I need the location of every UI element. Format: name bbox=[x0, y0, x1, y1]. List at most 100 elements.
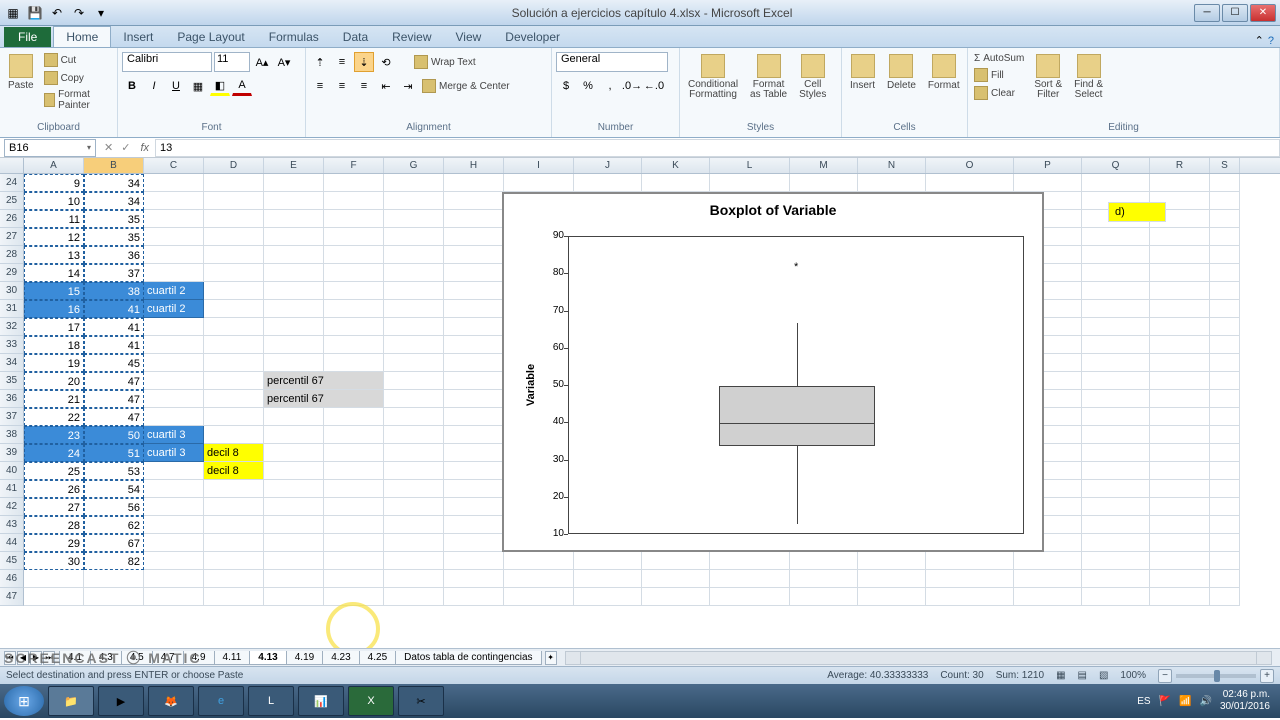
cell-S28[interactable] bbox=[1210, 246, 1240, 264]
cell-D39[interactable]: decil 8 bbox=[204, 444, 264, 462]
cell-D30[interactable] bbox=[204, 282, 264, 300]
copy-button[interactable]: Copy bbox=[42, 70, 113, 86]
cell-D37[interactable] bbox=[204, 408, 264, 426]
cell-R29[interactable] bbox=[1150, 264, 1210, 282]
cell-R24[interactable] bbox=[1150, 174, 1210, 192]
cell-C46[interactable] bbox=[144, 570, 204, 588]
cell-G43[interactable] bbox=[384, 516, 444, 534]
cell-F28[interactable] bbox=[324, 246, 384, 264]
tray-volume-icon[interactable]: 🔊 bbox=[1199, 696, 1211, 707]
tab-formulas[interactable]: Formulas bbox=[257, 27, 331, 47]
col-header-E[interactable]: E bbox=[264, 158, 324, 173]
cell-R37[interactable] bbox=[1150, 408, 1210, 426]
cell-P45[interactable] bbox=[1014, 552, 1082, 570]
cell-E41[interactable] bbox=[264, 480, 324, 498]
cell-E47[interactable] bbox=[264, 588, 324, 606]
col-header-J[interactable]: J bbox=[574, 158, 642, 173]
cell-R34[interactable] bbox=[1150, 354, 1210, 372]
redo-icon[interactable]: ↷ bbox=[70, 4, 88, 22]
cell-K24[interactable] bbox=[642, 174, 710, 192]
cell-D28[interactable] bbox=[204, 246, 264, 264]
row-header[interactable]: 45 bbox=[0, 552, 24, 570]
col-header-F[interactable]: F bbox=[324, 158, 384, 173]
cell-E42[interactable] bbox=[264, 498, 324, 516]
cell-F44[interactable] bbox=[324, 534, 384, 552]
cell-H42[interactable] bbox=[444, 498, 504, 516]
cell-B38[interactable]: 50 bbox=[84, 426, 144, 444]
tab-review[interactable]: Review bbox=[380, 27, 443, 47]
cell-S32[interactable] bbox=[1210, 318, 1240, 336]
cell-C28[interactable] bbox=[144, 246, 204, 264]
zoom-level[interactable]: 100% bbox=[1120, 670, 1146, 681]
grid-body[interactable]: Boxplot of Variable * Variable 102030405… bbox=[0, 174, 1280, 648]
cell-H34[interactable] bbox=[444, 354, 504, 372]
cell-S36[interactable] bbox=[1210, 390, 1240, 408]
tray-clock[interactable]: 02:46 p.m. 30/01/2016 bbox=[1220, 689, 1270, 713]
cell-Q42[interactable] bbox=[1082, 498, 1150, 516]
cell-D24[interactable] bbox=[204, 174, 264, 192]
sheet-tab-4.13[interactable]: 4.13 bbox=[249, 651, 286, 665]
cell-J47[interactable] bbox=[574, 588, 642, 606]
zoom-out-button[interactable]: − bbox=[1158, 669, 1172, 683]
indent-inc-icon[interactable]: ⇥ bbox=[398, 76, 418, 96]
cell-O24[interactable] bbox=[926, 174, 1014, 192]
cell-B47[interactable] bbox=[84, 588, 144, 606]
cell-R43[interactable] bbox=[1150, 516, 1210, 534]
cell-B43[interactable]: 62 bbox=[84, 516, 144, 534]
cell-O46[interactable] bbox=[926, 570, 1014, 588]
cell-D34[interactable] bbox=[204, 354, 264, 372]
cell-K47[interactable] bbox=[642, 588, 710, 606]
save-icon[interactable]: 💾 bbox=[26, 4, 44, 22]
cell-F29[interactable] bbox=[324, 264, 384, 282]
tab-data[interactable]: Data bbox=[331, 27, 380, 47]
cell-H41[interactable] bbox=[444, 480, 504, 498]
currency-icon[interactable]: $ bbox=[556, 76, 576, 96]
row-header[interactable]: 25 bbox=[0, 192, 24, 210]
row-header[interactable]: 31 bbox=[0, 300, 24, 318]
cell-S33[interactable] bbox=[1210, 336, 1240, 354]
cell-B32[interactable]: 41 bbox=[84, 318, 144, 336]
cell-S34[interactable] bbox=[1210, 354, 1240, 372]
cell-S42[interactable] bbox=[1210, 498, 1240, 516]
cancel-icon[interactable]: ✕ bbox=[100, 141, 117, 154]
cell-C37[interactable] bbox=[144, 408, 204, 426]
cell-A33[interactable]: 18 bbox=[24, 336, 84, 354]
cell-R40[interactable] bbox=[1150, 462, 1210, 480]
cell-A44[interactable]: 29 bbox=[24, 534, 84, 552]
cell-E39[interactable] bbox=[264, 444, 324, 462]
cell-H47[interactable] bbox=[444, 588, 504, 606]
cell-G34[interactable] bbox=[384, 354, 444, 372]
cell-F47[interactable] bbox=[324, 588, 384, 606]
align-left-icon[interactable]: ≡ bbox=[310, 76, 330, 96]
cell-H40[interactable] bbox=[444, 462, 504, 480]
cell-I46[interactable] bbox=[504, 570, 574, 588]
col-header-A[interactable]: A bbox=[24, 158, 84, 173]
cell-S31[interactable] bbox=[1210, 300, 1240, 318]
col-header-L[interactable]: L bbox=[710, 158, 790, 173]
cell-M46[interactable] bbox=[790, 570, 858, 588]
cell-F38[interactable] bbox=[324, 426, 384, 444]
cell-F46[interactable] bbox=[324, 570, 384, 588]
merge-center-button[interactable]: Merge & Center bbox=[420, 78, 512, 94]
close-button[interactable]: ✕ bbox=[1250, 4, 1276, 22]
cell-A43[interactable]: 28 bbox=[24, 516, 84, 534]
cell-R42[interactable] bbox=[1150, 498, 1210, 516]
cell-Q27[interactable] bbox=[1082, 228, 1150, 246]
cell-H38[interactable] bbox=[444, 426, 504, 444]
cell-styles-button[interactable]: Cell Styles bbox=[795, 52, 830, 102]
cell-C45[interactable] bbox=[144, 552, 204, 570]
cell-C27[interactable] bbox=[144, 228, 204, 246]
cell-S30[interactable] bbox=[1210, 282, 1240, 300]
cell-D33[interactable] bbox=[204, 336, 264, 354]
cell-O47[interactable] bbox=[926, 588, 1014, 606]
cell-G37[interactable] bbox=[384, 408, 444, 426]
row-header[interactable]: 28 bbox=[0, 246, 24, 264]
col-header-B[interactable]: B bbox=[84, 158, 144, 173]
cell-R44[interactable] bbox=[1150, 534, 1210, 552]
col-header-D[interactable]: D bbox=[204, 158, 264, 173]
cell-D27[interactable] bbox=[204, 228, 264, 246]
cell-H25[interactable] bbox=[444, 192, 504, 210]
cell-F33[interactable] bbox=[324, 336, 384, 354]
cell-S41[interactable] bbox=[1210, 480, 1240, 498]
sheet-tab-4.19[interactable]: 4.19 bbox=[286, 651, 323, 665]
